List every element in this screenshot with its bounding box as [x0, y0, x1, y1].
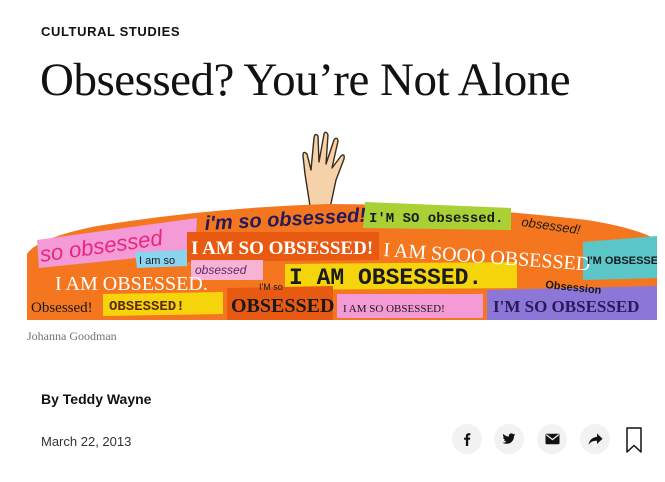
illustration-fragment: Obsessed! [31, 300, 93, 316]
share-arrow-icon [588, 433, 602, 445]
publish-date: March 22, 2013 [41, 434, 132, 449]
save-bookmark-button[interactable] [624, 425, 644, 455]
twitter-share-button[interactable] [494, 424, 524, 454]
article-illustration: so obsessed i'm so obsessed! I'M SO obse… [27, 128, 657, 320]
illustration-fragment: I AM OBSESSED. [289, 265, 482, 291]
facebook-share-button[interactable] [452, 424, 482, 454]
illustration-fragment: obsessed [195, 263, 247, 277]
illustration-fragment: I AM OBSESSED. [55, 273, 208, 295]
twitter-icon [502, 433, 516, 444]
email-share-button[interactable] [537, 424, 567, 454]
byline[interactable]: By Teddy Wayne [41, 391, 152, 407]
raised-hand-illustration [302, 131, 345, 209]
section-kicker[interactable]: CULTURAL STUDIES [41, 24, 181, 39]
illustration-fragment: I'M SO obsessed. [369, 211, 503, 227]
illustration-fragment: Obsession [545, 279, 602, 297]
illustration-fragment: I'M SO OBSESSED [493, 297, 639, 316]
bookmark-icon [626, 427, 642, 453]
illustration-fragment: I'M OBSESSED! [587, 255, 657, 267]
image-credit: Johanna Goodman [27, 329, 117, 343]
illustration-fragment: I am so [139, 255, 175, 267]
facebook-icon [464, 433, 471, 446]
illustration-fragment: OBSESSED [231, 295, 334, 317]
email-icon [545, 433, 559, 445]
illustration-fragment: OBSESSED! [109, 299, 185, 315]
article-headline: Obsessed? You’re Not Alone [40, 54, 571, 106]
illustration-fragment: I AM SO OBSESSED! [191, 238, 373, 259]
illustration-fragment: I'M so [259, 282, 283, 292]
illustration-fragment: I AM SO OBSESSED! [343, 303, 445, 315]
share-button[interactable] [580, 424, 610, 454]
